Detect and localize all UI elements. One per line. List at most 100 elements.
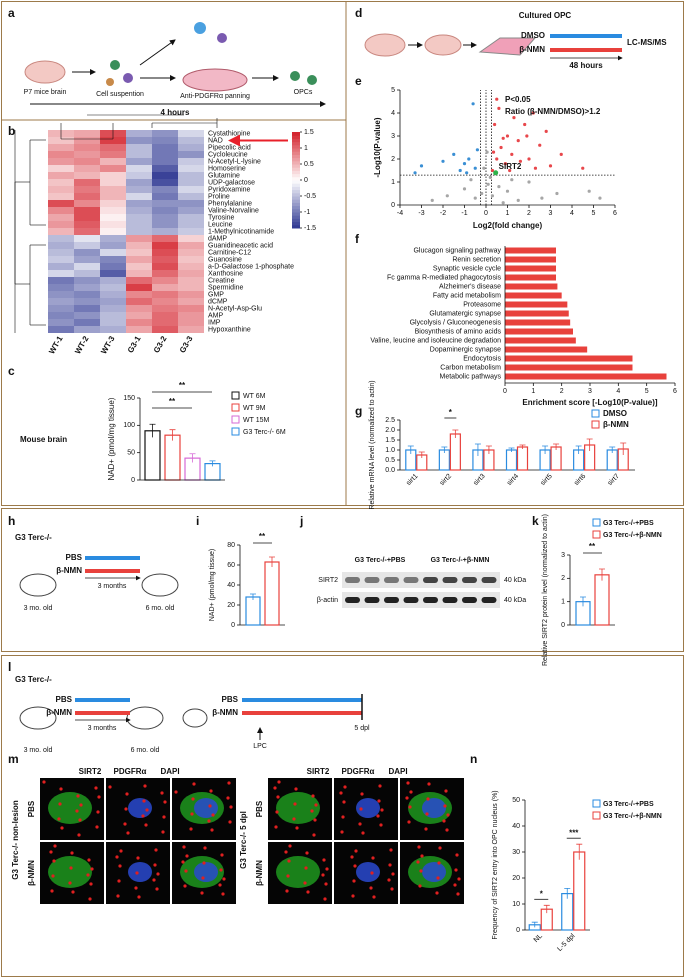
- sirt2-signal: [292, 817, 296, 821]
- sirt2-signal: [407, 820, 411, 824]
- heat-cell: [126, 242, 152, 249]
- error-bar: [452, 429, 459, 438]
- heat-cell: [100, 305, 126, 312]
- nucleus-signal: [356, 798, 380, 818]
- point: [527, 180, 531, 184]
- sirt2-signal: [115, 855, 119, 859]
- colorbar-step: [292, 173, 300, 178]
- sirt2-signal: [313, 818, 317, 822]
- heat-cell: [74, 144, 100, 151]
- sirt2-signal: [163, 800, 167, 804]
- colorbar-step: [292, 183, 300, 187]
- heat-cell: [74, 179, 100, 186]
- sirt2-signal: [182, 845, 186, 849]
- heat-cell: [100, 284, 126, 291]
- sirt2-signal: [426, 797, 430, 801]
- sirt2-signal: [144, 823, 148, 827]
- sirt2-signal: [137, 895, 141, 899]
- error-bar: [564, 888, 571, 899]
- heat-cell: [48, 144, 74, 151]
- heat-cell: [48, 235, 74, 242]
- sirt2-signal: [358, 822, 362, 826]
- heat-cell: [48, 165, 74, 172]
- highlight-label: SIRT2: [499, 162, 522, 171]
- sirt2-signal: [303, 881, 307, 885]
- sirt2-signal: [183, 884, 187, 888]
- nucleus-signal: [128, 862, 152, 882]
- strain: G3 Terc-/-: [15, 675, 52, 684]
- sirt2-signal: [207, 819, 211, 823]
- y-tick-label: 1.5: [385, 437, 395, 444]
- error-bar: [269, 556, 275, 567]
- panel-label: h: [8, 514, 15, 528]
- bar: [505, 355, 633, 362]
- point: [581, 166, 585, 170]
- colorbar-label: 0.5: [304, 161, 314, 168]
- sirt2-signal: [142, 799, 146, 803]
- x-tick-label: sirt4: [506, 473, 520, 487]
- heat-cell: [178, 165, 204, 172]
- heat-cell: [100, 263, 126, 270]
- error-bar: [580, 596, 586, 607]
- legend-swatch: [592, 530, 601, 539]
- x-tick-label: 5: [645, 388, 649, 395]
- sirt2-signal: [143, 784, 147, 788]
- category-label: Carbon metabolism: [440, 364, 501, 371]
- point: [497, 185, 501, 189]
- sirt2-signal: [155, 887, 159, 891]
- colorbar-label: -1: [304, 209, 310, 216]
- cell-signal: [48, 792, 92, 824]
- sirt2-signal: [125, 792, 129, 796]
- heat-cell: [74, 319, 100, 326]
- heat-cell: [178, 319, 204, 326]
- sirt2-signal: [220, 853, 224, 857]
- panel-label: i: [196, 514, 199, 528]
- sirt2-signal: [141, 814, 145, 818]
- colorbar-step: [292, 148, 300, 152]
- heat-cell: [100, 277, 126, 284]
- point: [462, 187, 467, 191]
- legend-swatch: [591, 409, 600, 418]
- sirt2-signal: [134, 886, 138, 890]
- band: [403, 597, 419, 603]
- point: [430, 198, 434, 202]
- x-tick-label: 6: [613, 210, 617, 217]
- point: [413, 171, 417, 175]
- sirt2-signal: [304, 866, 308, 870]
- point: [559, 152, 563, 156]
- error-bar: [586, 438, 593, 451]
- point: [548, 164, 553, 168]
- heat-cell: [48, 207, 74, 214]
- sirt2-signal: [79, 803, 83, 807]
- heat-cell: [100, 291, 126, 298]
- heat-cell: [48, 172, 74, 179]
- y-tick-label: 0: [231, 622, 235, 629]
- sirt2-signal: [453, 883, 457, 887]
- colorbar-step: [292, 135, 300, 139]
- heat-cell: [100, 144, 126, 151]
- column-label: WT-2: [73, 334, 91, 356]
- point: [486, 182, 490, 186]
- colorbar-step: [292, 224, 300, 229]
- heat-cell: [74, 165, 100, 172]
- y-tick-label: 40: [512, 823, 520, 830]
- colorbar-step: [292, 218, 300, 223]
- heat-cell: [178, 130, 204, 137]
- colorbar-step: [292, 144, 300, 149]
- row-label: Phenylalanine: [208, 200, 252, 207]
- x-tick-label: 2: [560, 388, 564, 395]
- heat-cell: [178, 200, 204, 207]
- sirt2-signal: [379, 823, 383, 827]
- time-label: 5 dpl: [354, 725, 370, 732]
- heat-cell: [74, 256, 100, 263]
- sirt2-signal: [295, 826, 299, 830]
- row-label: Proline: [208, 193, 230, 200]
- x-tick-label: 5: [592, 210, 596, 217]
- mouse-icon: [141, 573, 179, 597]
- y-axis-label: Relative mRNA level (normalized to actin…: [369, 380, 376, 509]
- row-label: Glutamine: [208, 172, 240, 179]
- sirt2-signal: [339, 791, 343, 795]
- heat-cell: [126, 165, 152, 172]
- sirt2-signal: [181, 860, 185, 864]
- heat-cell: [100, 319, 126, 326]
